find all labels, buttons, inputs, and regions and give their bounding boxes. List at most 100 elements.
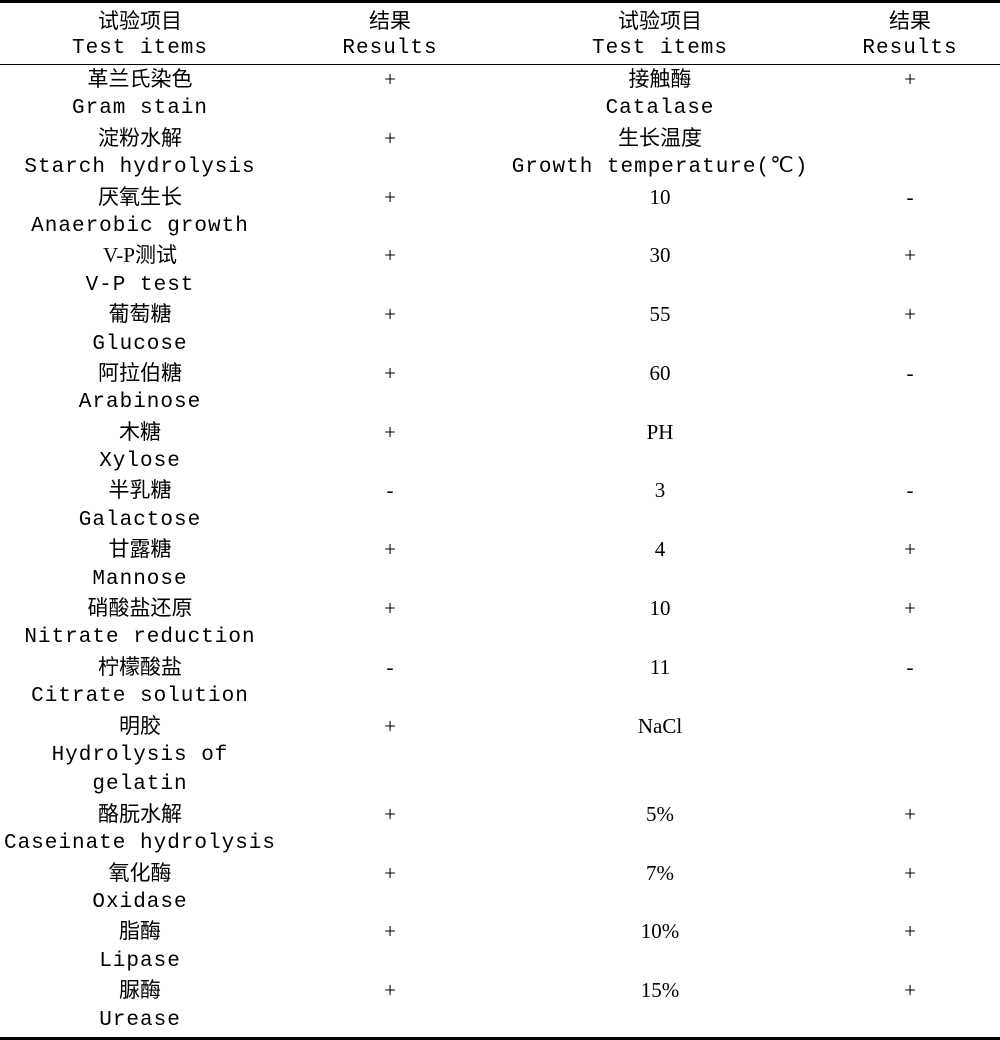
left-result: + xyxy=(280,359,500,388)
left-result: + xyxy=(280,241,500,270)
empty-cell xyxy=(820,388,1000,417)
header-test-items-right-cn: 试验项目 xyxy=(500,2,820,36)
right-item-en xyxy=(500,506,820,535)
table-row: V-P test xyxy=(0,271,1000,300)
empty-cell xyxy=(820,682,1000,711)
right-item-en xyxy=(500,271,820,300)
right-result: + xyxy=(820,800,1000,829)
table-row: Galactose xyxy=(0,506,1000,535)
table-row: 厌氧生长+10- xyxy=(0,183,1000,212)
table-row: Anaerobic growth xyxy=(0,212,1000,241)
right-item-en xyxy=(500,565,820,594)
empty-cell xyxy=(280,94,500,123)
right-result: + xyxy=(820,594,1000,623)
left-result: - xyxy=(280,653,500,682)
right-result: - xyxy=(820,476,1000,505)
table-row: Xylose xyxy=(0,447,1000,476)
empty-cell xyxy=(280,271,500,300)
left-item-cn: 葡萄糖 xyxy=(0,300,280,329)
left-item-en: Anaerobic growth xyxy=(0,212,280,241)
empty-cell xyxy=(820,623,1000,652)
right-item-cn: 15% xyxy=(500,976,820,1005)
left-result: + xyxy=(280,418,500,447)
left-item-en: Galactose xyxy=(0,506,280,535)
empty-cell xyxy=(280,623,500,652)
empty-cell xyxy=(820,271,1000,300)
right-item-cn: PH xyxy=(500,418,820,447)
left-item-cn: 氧化酶 xyxy=(0,859,280,888)
right-result xyxy=(820,712,1000,741)
right-item-en xyxy=(500,741,820,800)
left-item-cn: V-P测试 xyxy=(0,241,280,270)
right-item-cn: 30 xyxy=(500,241,820,270)
right-item-en xyxy=(500,829,820,858)
table-row: Hydrolysis of gelatin xyxy=(0,741,1000,800)
left-item-en: V-P test xyxy=(0,271,280,300)
table-row: 半乳糖-3- xyxy=(0,476,1000,505)
right-item-cn: 10% xyxy=(500,917,820,946)
right-result: - xyxy=(820,653,1000,682)
empty-cell xyxy=(820,506,1000,535)
left-item-cn: 脂酶 xyxy=(0,917,280,946)
header-test-items-right-en: Test items xyxy=(500,35,820,65)
header-test-items-left-en: Test items xyxy=(0,35,280,65)
left-item-en: Arabinose xyxy=(0,388,280,417)
right-result: + xyxy=(820,300,1000,329)
left-result: - xyxy=(280,476,500,505)
right-item-cn: 接触酶 xyxy=(500,65,820,95)
left-result: + xyxy=(280,594,500,623)
table-row: Oxidase xyxy=(0,888,1000,917)
left-item-en: Caseinate hydrolysis xyxy=(0,829,280,858)
left-item-en: Nitrate reduction xyxy=(0,623,280,652)
empty-cell xyxy=(820,565,1000,594)
empty-cell xyxy=(280,506,500,535)
left-item-cn: 淀粉水解 xyxy=(0,124,280,153)
table-body: 革兰氏染色+接触酶+Gram stainCatalase淀粉水解+生长温度Sta… xyxy=(0,65,1000,1039)
table-row: V-P测试+30+ xyxy=(0,241,1000,270)
table-row: 阿拉伯糖+60- xyxy=(0,359,1000,388)
empty-cell xyxy=(820,741,1000,800)
table-row: 脲酶+15%+ xyxy=(0,976,1000,1005)
right-item-cn: 4 xyxy=(500,535,820,564)
empty-cell xyxy=(280,682,500,711)
table-row: Arabinose xyxy=(0,388,1000,417)
right-item-en: Growth temperature(℃) xyxy=(500,153,820,182)
right-item-cn: 7% xyxy=(500,859,820,888)
empty-cell xyxy=(820,1006,1000,1039)
table-row: 葡萄糖+55+ xyxy=(0,300,1000,329)
header-test-items-left-cn: 试验项目 xyxy=(0,2,280,36)
biochem-test-table: 试验项目 结果 试验项目 结果 Test items Results Test … xyxy=(0,0,1000,1040)
right-result: + xyxy=(820,976,1000,1005)
table-row: 酪朊水解+5%+ xyxy=(0,800,1000,829)
right-result xyxy=(820,124,1000,153)
left-item-cn: 明胶 xyxy=(0,712,280,741)
empty-cell xyxy=(820,947,1000,976)
table-row: 甘露糖+4+ xyxy=(0,535,1000,564)
left-item-cn: 柠檬酸盐 xyxy=(0,653,280,682)
right-item-en xyxy=(500,623,820,652)
left-result: + xyxy=(280,976,500,1005)
left-item-cn: 甘露糖 xyxy=(0,535,280,564)
right-item-cn: NaCl xyxy=(500,712,820,741)
left-item-cn: 半乳糖 xyxy=(0,476,280,505)
right-result: - xyxy=(820,359,1000,388)
right-item-cn: 3 xyxy=(500,476,820,505)
left-result: + xyxy=(280,183,500,212)
empty-cell xyxy=(820,888,1000,917)
empty-cell xyxy=(280,330,500,359)
left-item-cn: 阿拉伯糖 xyxy=(0,359,280,388)
right-item-cn: 生长温度 xyxy=(500,124,820,153)
left-result: + xyxy=(280,859,500,888)
right-result xyxy=(820,418,1000,447)
right-result: + xyxy=(820,241,1000,270)
right-item-cn: 5% xyxy=(500,800,820,829)
header-results-right-en: Results xyxy=(820,35,1000,65)
left-result: + xyxy=(280,712,500,741)
table-row: 木糖+PH xyxy=(0,418,1000,447)
empty-cell xyxy=(820,829,1000,858)
left-item-en: Mannose xyxy=(0,565,280,594)
header-row-en: Test items Results Test items Results xyxy=(0,35,1000,65)
left-item-en: Urease xyxy=(0,1006,280,1039)
left-item-en: Citrate solution xyxy=(0,682,280,711)
left-item-en: Glucose xyxy=(0,330,280,359)
